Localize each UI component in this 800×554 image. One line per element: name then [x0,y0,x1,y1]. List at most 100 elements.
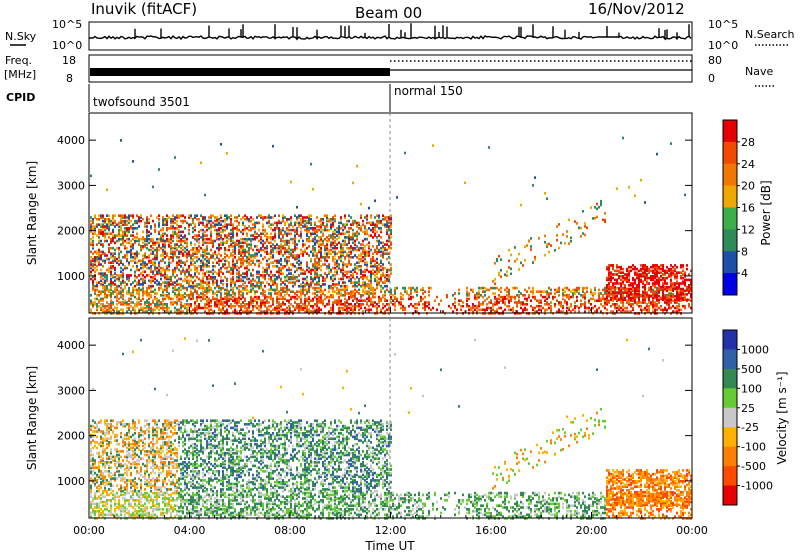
heatmap-cell [590,303,592,306]
heatmap-cell [310,304,312,308]
heatmap-cell [374,274,376,277]
heatmap-cell [328,228,330,232]
heatmap-cell [312,279,314,283]
heatmap-cell [304,228,306,232]
heatmap-cell [224,263,226,266]
heatmap-cell [370,216,372,219]
heatmap-cell [254,236,256,239]
heatmap-cell [626,269,628,273]
heatmap-cell [368,294,370,297]
heatmap-cell [152,284,154,288]
heatmap-cell [424,295,426,299]
heatmap-cell [184,219,186,223]
heatmap-cell [220,301,222,304]
heatmap-cell [376,214,378,217]
heatmap-cell [202,284,204,288]
heatmap-cell [336,263,338,266]
heatmap-cell [134,219,136,223]
heatmap-cell [498,301,500,304]
heatmap-cell [218,272,220,275]
heatmap-cell [206,225,208,228]
heatmap-cell [208,237,210,241]
heatmap-cell [258,272,260,275]
heatmap-cell [212,245,214,248]
heatmap-cell [246,275,248,279]
heatmap-cell [298,234,300,237]
heatmap-cell [340,277,342,281]
heatmap-cell [180,241,182,245]
heatmap-cell [188,272,190,275]
heatmap-cell [396,196,398,199]
heatmap-cell [92,304,94,308]
heatmap-cell [210,270,212,274]
heatmap-cell [358,248,360,252]
heatmap-cell [194,243,196,246]
heatmap-cell [424,301,426,304]
heatmap-cell [308,283,310,286]
heatmap-cell [132,306,134,310]
heatmap-cell [346,263,348,266]
heatmap-cell [290,221,292,225]
heatmap-cell [158,263,160,266]
heatmap-cell [130,245,132,248]
heatmap-cell [248,290,250,293]
heatmap-cell [218,303,220,306]
heatmap-cell [610,264,612,267]
heatmap-cell [212,254,214,257]
heatmap-cell [212,290,214,293]
heatmap-cell [268,308,270,312]
cpid-label: CPID [6,91,35,104]
heatmap-cell [506,274,508,277]
heatmap-cell [104,219,106,223]
heatmap-cell [298,284,300,288]
heatmap-cell [240,308,242,312]
heatmap-cell [106,301,108,304]
heatmap-cell [236,286,238,290]
heatmap-cell [244,241,246,245]
heatmap-cell [546,297,548,301]
heatmap-cell [268,263,270,266]
heatmap-cell [470,306,472,310]
heatmap-cell [206,256,208,259]
heatmap-cell [556,290,558,293]
heatmap-cell [630,298,632,302]
heatmap-cell [260,286,262,290]
heatmap-cell [144,256,146,259]
heatmap-cell [142,290,144,293]
heatmap-cell [204,281,206,284]
heatmap-cell [142,261,144,264]
heatmap-cell [644,271,646,274]
heatmap-cell [352,223,354,226]
heatmap-cell [650,287,652,291]
heatmap-cell [372,257,374,261]
heatmap-cell [212,283,214,286]
heatmap-cell [500,286,502,290]
heatmap-cell [108,219,110,223]
heatmap-cell [358,304,360,308]
heatmap-cell [380,299,382,302]
heatmap-cell [376,261,378,264]
heatmap-cell [214,252,216,255]
heatmap-cell [220,259,222,263]
heatmap-cell [142,279,144,283]
heatmap-cell [622,136,624,140]
heatmap-cell [334,236,336,239]
heatmap-cell [296,228,298,232]
heatmap-cell [184,306,186,310]
heatmap-cell [274,232,276,236]
heatmap-cell [274,228,276,232]
heatmap-cell [218,301,220,304]
heatmap-cell [324,228,326,232]
heatmap-cell [168,306,170,310]
heatmap-cell [276,270,278,274]
heatmap-cell [188,265,190,268]
heatmap-cell [368,310,370,313]
heatmap-cell [610,273,612,276]
heatmap-cell [400,295,402,299]
heatmap-cell [168,268,170,272]
heatmap-cell [526,299,528,302]
heatmap-cell [98,232,100,236]
heatmap-cell [202,250,204,254]
heatmap-cell [562,306,564,310]
heatmap-cell [92,284,94,288]
